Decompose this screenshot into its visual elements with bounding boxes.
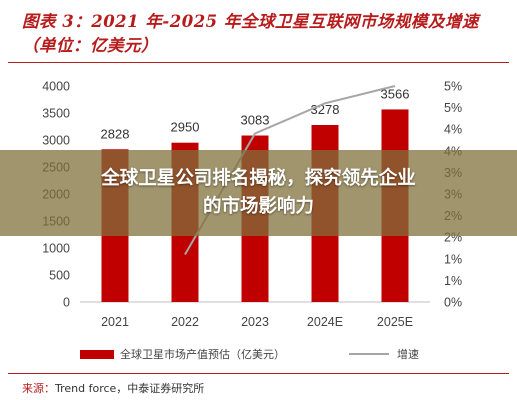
overlay-banner: 全球卫星公司排名揭秘，探究领先企业 的市场影响力 <box>0 150 517 236</box>
x-tick-label: 2022 <box>171 315 199 329</box>
legend-bar-label: 全球卫星市场产值预估（亿美元） <box>120 348 285 361</box>
legend-bar-swatch <box>80 349 114 359</box>
y2-tick-label: 5% <box>444 80 462 94</box>
y2-tick-label: 1% <box>444 274 462 288</box>
y2-tick-label: 5% <box>444 101 462 115</box>
y2-tick-label: 4% <box>444 123 462 137</box>
y-tick-label: 1000 <box>42 242 70 256</box>
y-tick-label: 3500 <box>42 107 70 121</box>
y2-tick-label: 1% <box>444 252 462 266</box>
bar-data-label: 3566 <box>381 86 410 101</box>
bar-data-label: 2950 <box>171 120 200 135</box>
source-text: Trend force，中泰证券研究所 <box>55 382 205 395</box>
y-tick-label: 3000 <box>42 134 70 148</box>
banner-headline-line2: 的市场影响力 <box>202 196 314 217</box>
x-tick-label: 2023 <box>241 315 269 329</box>
y-tick-label: 500 <box>49 269 70 283</box>
y2-tick-label: 0% <box>444 296 462 310</box>
y-tick-label: 4000 <box>42 80 70 94</box>
source-label: 来源： <box>22 382 55 395</box>
x-tick-label: 2025E <box>377 315 413 329</box>
chart-legend: 全球卫星市场产值预估（亿美元） 增速 <box>80 345 419 363</box>
source-divider <box>8 373 509 374</box>
x-tick-label: 2021 <box>101 315 129 329</box>
x-tick-label: 2024E <box>307 315 343 329</box>
legend-line-label: 增速 <box>397 348 419 361</box>
bar-data-label: 2828 <box>101 126 130 141</box>
legend-line-swatch <box>349 353 389 355</box>
title-divider <box>8 62 509 63</box>
chart-title: 图表 3：2021 年-2025 年全球卫星互联网市场规模及增速（单位：亿美元） <box>22 12 479 55</box>
source-note: 来源：Trend force，中泰证券研究所 <box>22 380 204 396</box>
y-tick-label: 0 <box>63 296 70 310</box>
bar-data-label: 3083 <box>241 113 270 128</box>
banner-headline-line1: 全球卫星公司排名揭秘，探究领先企业 <box>101 168 416 189</box>
